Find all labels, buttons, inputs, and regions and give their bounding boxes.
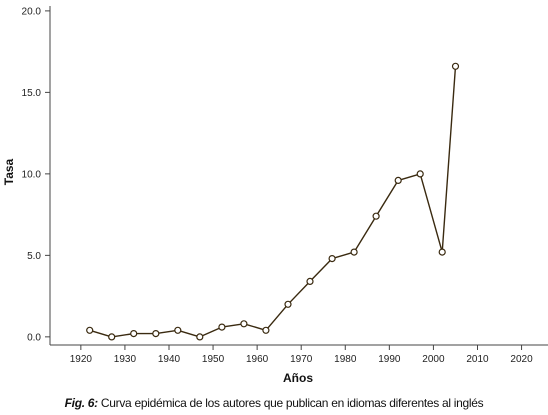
chart-plot-area	[86, 62, 460, 341]
data-point-marker	[174, 326, 182, 334]
x-tick-label: 2000	[422, 354, 445, 365]
series-line	[89, 66, 457, 338]
x-tick-label: 1920	[70, 354, 93, 365]
data-point-marker	[218, 323, 226, 331]
data-point-marker	[372, 212, 380, 220]
data-point-marker	[394, 176, 402, 184]
y-tick-label: 5.0	[27, 251, 41, 262]
data-point-marker	[86, 326, 94, 334]
data-point-marker	[152, 330, 160, 338]
x-tick-label: 1970	[290, 354, 313, 365]
figure-caption-label: Fig. 6:	[64, 396, 99, 410]
data-point-marker	[240, 320, 248, 328]
x-tick-label: 2020	[510, 354, 533, 365]
data-point-marker	[416, 170, 424, 178]
x-tick-label: 1980	[334, 354, 357, 365]
x-tick-label: 1990	[378, 354, 401, 365]
y-tick-label: 0.0	[27, 332, 41, 343]
y-tick-label: 10.0	[22, 169, 42, 180]
data-point-marker	[451, 62, 460, 70]
data-point-marker	[262, 326, 270, 334]
x-tick-label: 1940	[158, 354, 181, 365]
data-point-marker	[108, 333, 116, 341]
x-tick-label: 1950	[202, 354, 225, 365]
data-point-marker	[284, 300, 292, 308]
figure-caption: Fig. 6: Curva epidémica de los autores q…	[0, 396, 548, 410]
y-axis-title: Tasa	[2, 158, 16, 185]
chart-axes: 0.0 5.0 10.0 15.0 20.0 1920 1930 1940 1950 1960 19…	[22, 6, 548, 365]
data-point-marker	[328, 255, 336, 263]
data-point-marker	[438, 248, 446, 256]
x-axis-title: Años	[283, 371, 313, 385]
data-point-marker	[130, 330, 138, 338]
y-tick-label: 15.0	[22, 88, 42, 99]
x-tick-label: 2010	[466, 354, 489, 365]
x-tick-label: 1930	[114, 354, 137, 365]
data-point-marker	[350, 248, 358, 256]
x-tick-label: 1960	[246, 354, 269, 365]
line-chart: 0.0 5.0 10.0 15.0 20.0 1920 1930 1940 1950 1960 19…	[2, 6, 548, 385]
data-point-marker	[306, 277, 314, 285]
data-point-marker	[196, 333, 204, 341]
figure-caption-text: Curva epidémica de los autores que publi…	[100, 396, 484, 410]
y-tick-label: 20.0	[22, 6, 42, 17]
